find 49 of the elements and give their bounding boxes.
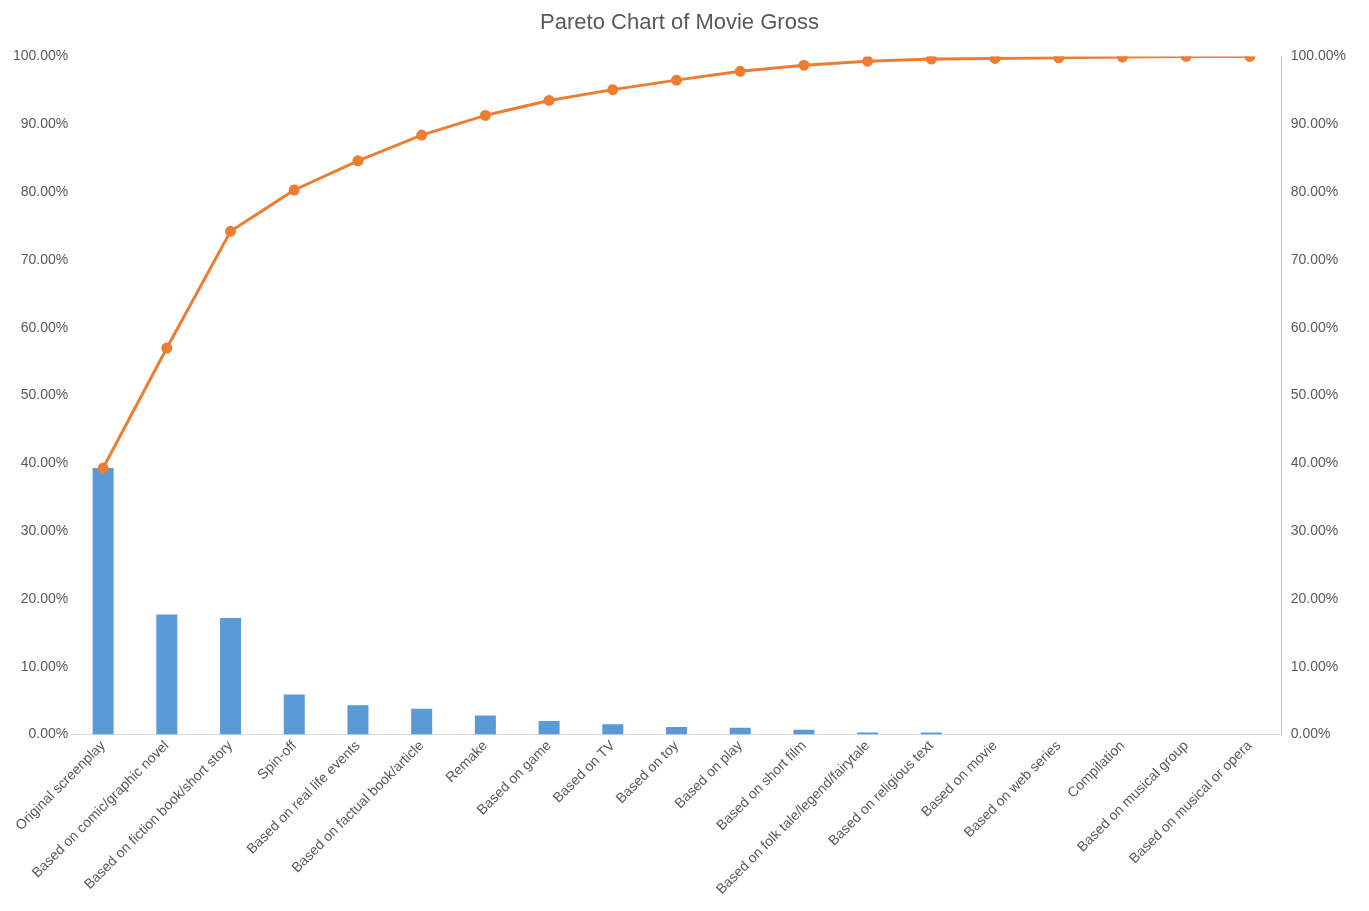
point [607, 84, 619, 96]
y2-tick-label: 70.00% [1290, 250, 1339, 267]
bar [220, 617, 242, 735]
y-tick-label: 50.00% [20, 386, 69, 403]
y2-tick-label: 60.00% [1290, 318, 1339, 335]
y2-tick-label: 20.00% [1290, 589, 1339, 606]
y2-tick-label: 10.00% [1290, 657, 1339, 674]
point [925, 56, 937, 65]
y-tick-label: 80.00% [20, 182, 69, 199]
point [734, 65, 746, 77]
y2-tick-label: 90.00% [1290, 115, 1339, 132]
y2-tick-label: 0.00% [1290, 725, 1331, 742]
y-tick-label: 30.00% [20, 521, 69, 538]
bar [857, 732, 879, 735]
y-tick-label: 60.00% [20, 318, 69, 335]
bar [665, 727, 688, 735]
bar [411, 708, 433, 735]
point [97, 462, 109, 474]
point [671, 74, 682, 86]
point [161, 342, 173, 354]
point [352, 155, 364, 167]
bar [92, 468, 114, 735]
bar [283, 694, 305, 735]
point [288, 184, 300, 196]
y2-tick-label: 40.00% [1290, 454, 1339, 471]
chart-title: Pareto Chart of Movie Gross [540, 9, 819, 35]
y2-tick-label: 80.00% [1290, 182, 1339, 199]
y2-tick-label: 30.00% [1290, 521, 1339, 538]
bar [602, 724, 624, 735]
point [798, 59, 810, 71]
bar [474, 715, 496, 735]
y-tick-label: 100.00% [12, 47, 69, 64]
y2-tick-label: 50.00% [1290, 386, 1339, 403]
y-tick-label: 90.00% [20, 115, 69, 132]
y-tick-label: 0.00% [28, 725, 69, 742]
point [479, 109, 491, 121]
y-tick-label: 10.00% [20, 657, 69, 674]
point [225, 225, 237, 237]
bar [920, 732, 942, 735]
point [543, 94, 555, 106]
y-tick-label: 40.00% [20, 454, 69, 471]
y-tick-label: 20.00% [20, 589, 69, 606]
bar [156, 614, 178, 735]
y-tick-label: 70.00% [20, 250, 69, 267]
bar [538, 720, 560, 735]
y2-tick-label: 100.00% [1290, 47, 1347, 64]
bar [347, 705, 369, 735]
point [416, 129, 428, 141]
point [862, 56, 874, 67]
